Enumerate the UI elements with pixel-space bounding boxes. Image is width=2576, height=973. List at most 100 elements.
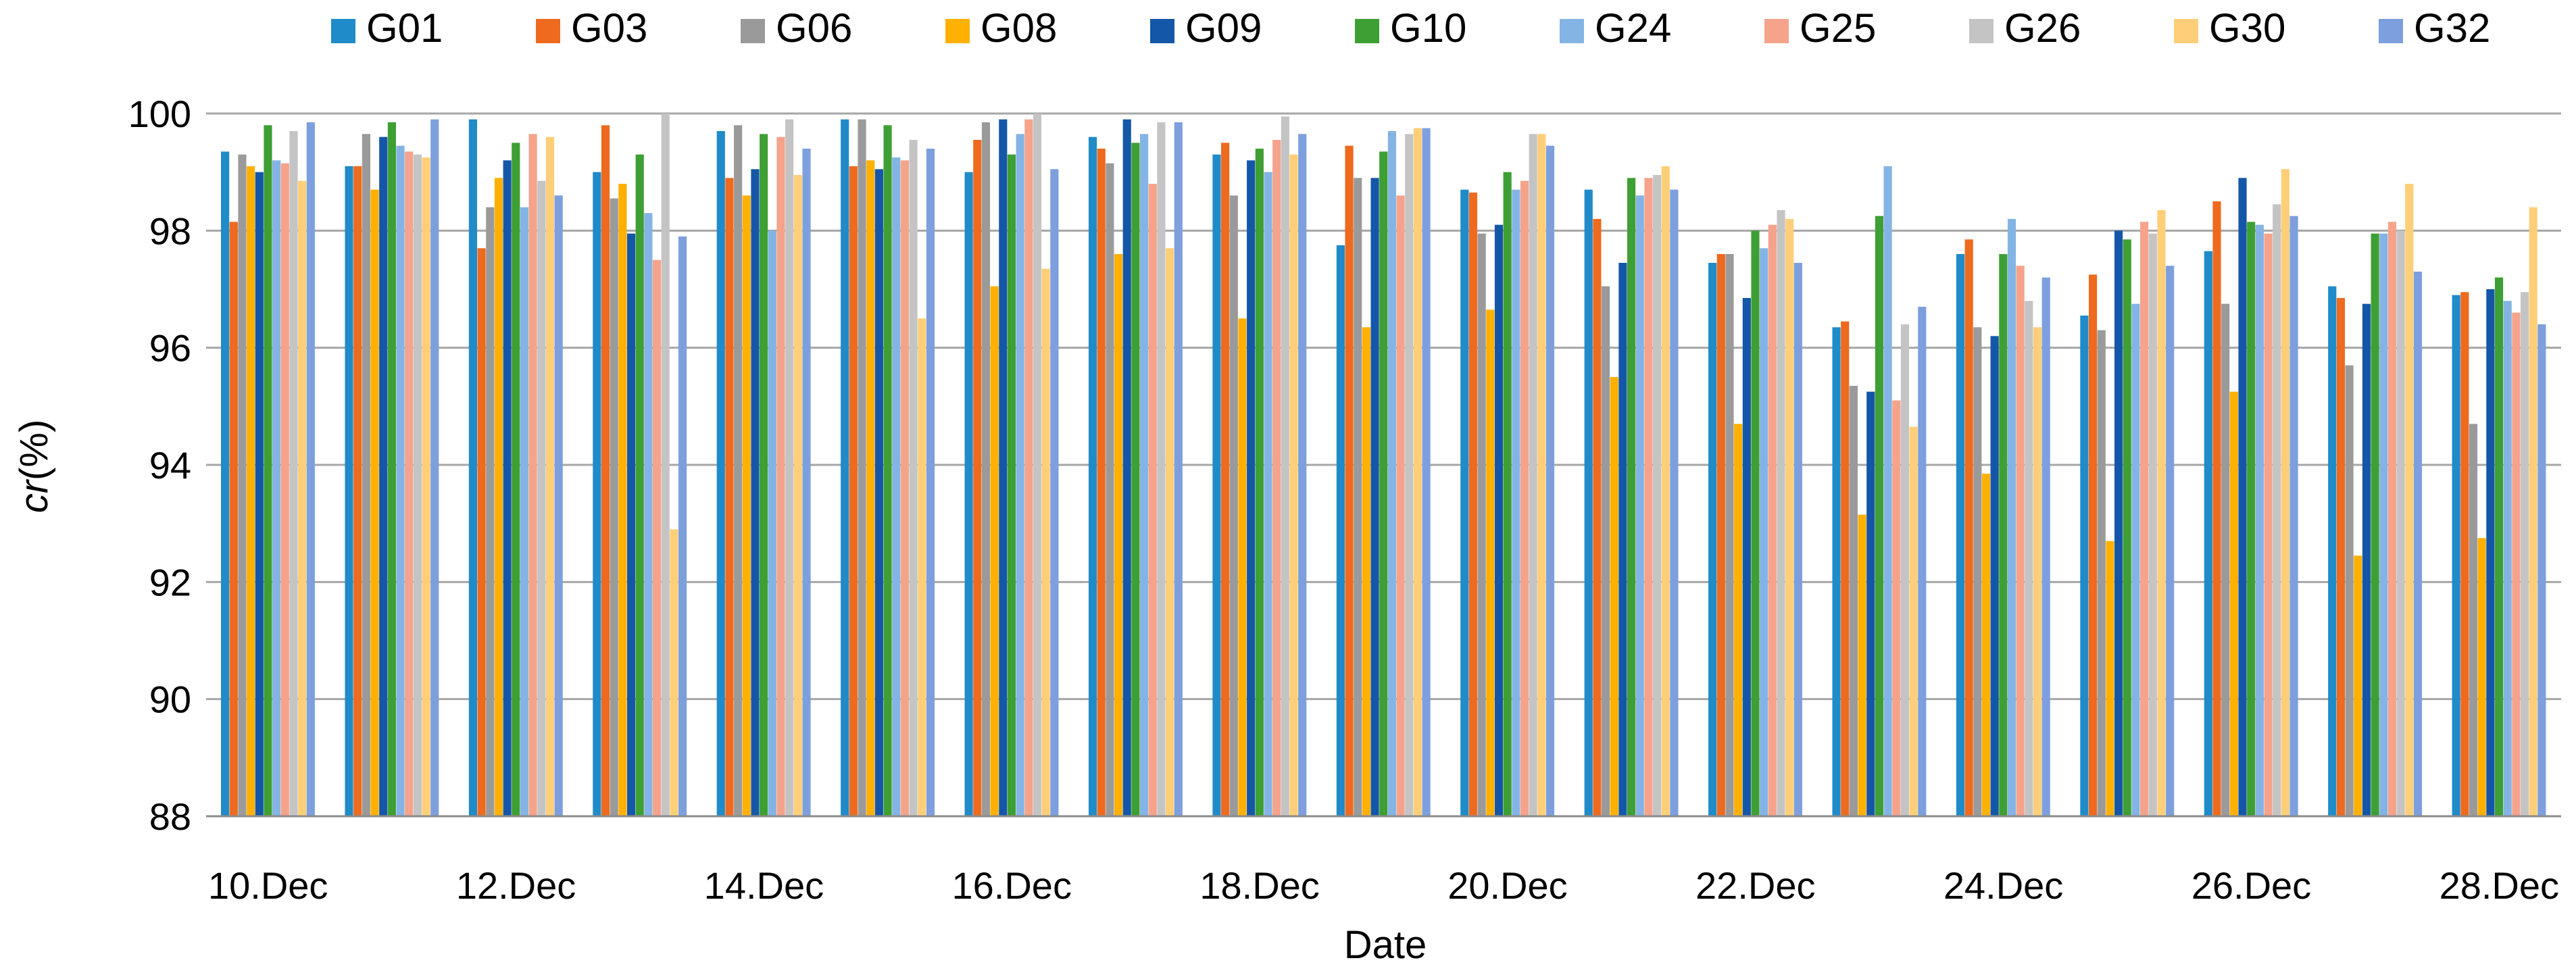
bar-G08-27.Dec (2354, 555, 2362, 816)
bar-G03-17.Dec (1097, 149, 1106, 816)
legend-swatch (1764, 19, 1789, 43)
bar-G06-18.Dec (1229, 195, 1238, 816)
series-G03 (229, 125, 2469, 817)
bar-G03-23.Dec (1841, 321, 1850, 817)
bar-G01-14.Dec (716, 131, 725, 816)
bar-G10-14.Dec (760, 134, 768, 817)
bar-G10-20.Dec (1503, 172, 1512, 816)
bar-G08-25.Dec (2106, 541, 2114, 816)
bar-G10-27.Dec (2371, 233, 2379, 817)
legend-item-G30: G30 (2174, 5, 2285, 51)
bar-G24-11.Dec (396, 145, 405, 816)
bar-G03-25.Dec (2088, 274, 2098, 816)
legend-swatch (331, 19, 355, 43)
bar-G08-12.Dec (494, 178, 503, 816)
bar-G06-21.Dec (1601, 286, 1610, 817)
bar-G01-24.Dec (1956, 254, 1965, 816)
bar-G26-19.Dec (1405, 134, 1414, 817)
bar-G30-25.Dec (2157, 210, 2166, 816)
bar-G30-24.Dec (2033, 327, 2042, 816)
bar-G26-10.Dec (289, 131, 298, 816)
bar-G24-15.Dec (892, 157, 901, 816)
bar-G30-28.Dec (2529, 207, 2537, 817)
x-tick-label: 22.Dec (1695, 864, 1815, 907)
bar-G26-18.Dec (1281, 116, 1289, 816)
bar-G10-21.Dec (1627, 178, 1636, 816)
legend-swatch (536, 19, 560, 43)
legend-label: G03 (571, 5, 647, 51)
bar-G10-12.Dec (512, 143, 520, 817)
x-tick-label: 12.Dec (456, 864, 576, 907)
bar-G08-28.Dec (2477, 538, 2486, 816)
bar-G06-25.Dec (2097, 330, 2106, 817)
bar-G24-24.Dec (2007, 219, 2016, 816)
x-tick-label: 28.Dec (2439, 864, 2559, 907)
bar-G03-20.Dec (1468, 193, 1478, 816)
bar-G26-21.Dec (1653, 175, 1662, 816)
bar-G09-22.Dec (1742, 298, 1751, 816)
legend-swatch (2174, 19, 2198, 43)
bar-G32-23.Dec (1918, 307, 1927, 816)
series-G06 (238, 119, 2478, 817)
bar-G06-12.Dec (486, 207, 495, 817)
bar-G25-10.Dec (280, 163, 289, 816)
bar-G03-19.Dec (1345, 145, 1354, 816)
bar-G10-28.Dec (2494, 277, 2504, 817)
bar-G03-22.Dec (1716, 254, 1725, 816)
bar-G03-16.Dec (973, 140, 982, 816)
bar-G24-23.Dec (1883, 166, 1892, 816)
bar-G25-18.Dec (1272, 140, 1281, 816)
bar-G30-10.Dec (298, 180, 307, 817)
bar-G06-26.Dec (2221, 303, 2230, 817)
bar-G32-22.Dec (1793, 263, 1802, 816)
legend-item-G06: G06 (741, 5, 852, 51)
bar-G01-16.Dec (964, 172, 973, 816)
bar-G09-12.Dec (503, 160, 512, 817)
x-tick-label: 20.Dec (1447, 864, 1567, 907)
legend-label: G30 (2209, 5, 2285, 51)
bar-G26-17.Dec (1157, 122, 1166, 816)
bar-G01-13.Dec (593, 172, 601, 816)
bar-G32-11.Dec (430, 119, 439, 817)
bar-G30-20.Dec (1537, 134, 1546, 817)
y-axis-title-italic: cr (12, 478, 56, 513)
bar-G08-15.Dec (866, 160, 875, 817)
bar-G08-19.Dec (1362, 327, 1370, 816)
bar-G26-25.Dec (2148, 233, 2157, 817)
bar-G24-17.Dec (1139, 134, 1149, 817)
bar-G01-21.Dec (1584, 189, 1593, 817)
bar-G03-12.Dec (477, 248, 486, 816)
bar-G01-11.Dec (345, 166, 353, 816)
bar-G01-26.Dec (2204, 251, 2212, 817)
bar-G03-10.Dec (229, 222, 238, 816)
bar-G24-18.Dec (1264, 172, 1272, 816)
legend-item-G09: G09 (1150, 5, 1262, 51)
bar-G25-15.Dec (900, 160, 909, 817)
bar-G08-10.Dec (247, 166, 255, 816)
bar-G06-10.Dec (238, 154, 247, 816)
legend-label: G32 (2414, 5, 2490, 51)
bar-G10-11.Dec (387, 122, 396, 816)
bar-G01-22.Dec (1708, 263, 1717, 816)
x-tick-label: 16.Dec (952, 864, 1072, 907)
legend-label: G08 (981, 5, 1057, 51)
bar-G30-21.Dec (1661, 166, 1670, 816)
bar-G03-27.Dec (2336, 298, 2346, 816)
series-G01 (221, 119, 2460, 817)
bar-G09-28.Dec (2486, 289, 2495, 816)
bar-G32-12.Dec (554, 195, 563, 816)
legend-label: G01 (366, 5, 443, 51)
legend-item-G26: G26 (1969, 5, 2081, 51)
bar-G32-27.Dec (2413, 272, 2423, 816)
bar-G24-12.Dec (520, 207, 529, 817)
bar-G08-20.Dec (1486, 309, 1495, 816)
bar-G26-14.Dec (785, 119, 794, 817)
bar-G24-28.Dec (2503, 301, 2512, 816)
bar-G30-22.Dec (1785, 219, 1794, 816)
bar-G09-26.Dec (2238, 178, 2247, 816)
bar-G30-11.Dec (422, 157, 430, 816)
bar-G09-14.Dec (751, 169, 760, 817)
legend-item-G10: G10 (1355, 5, 1466, 51)
bar-G26-23.Dec (1900, 324, 1910, 816)
series-G08 (247, 160, 2486, 817)
